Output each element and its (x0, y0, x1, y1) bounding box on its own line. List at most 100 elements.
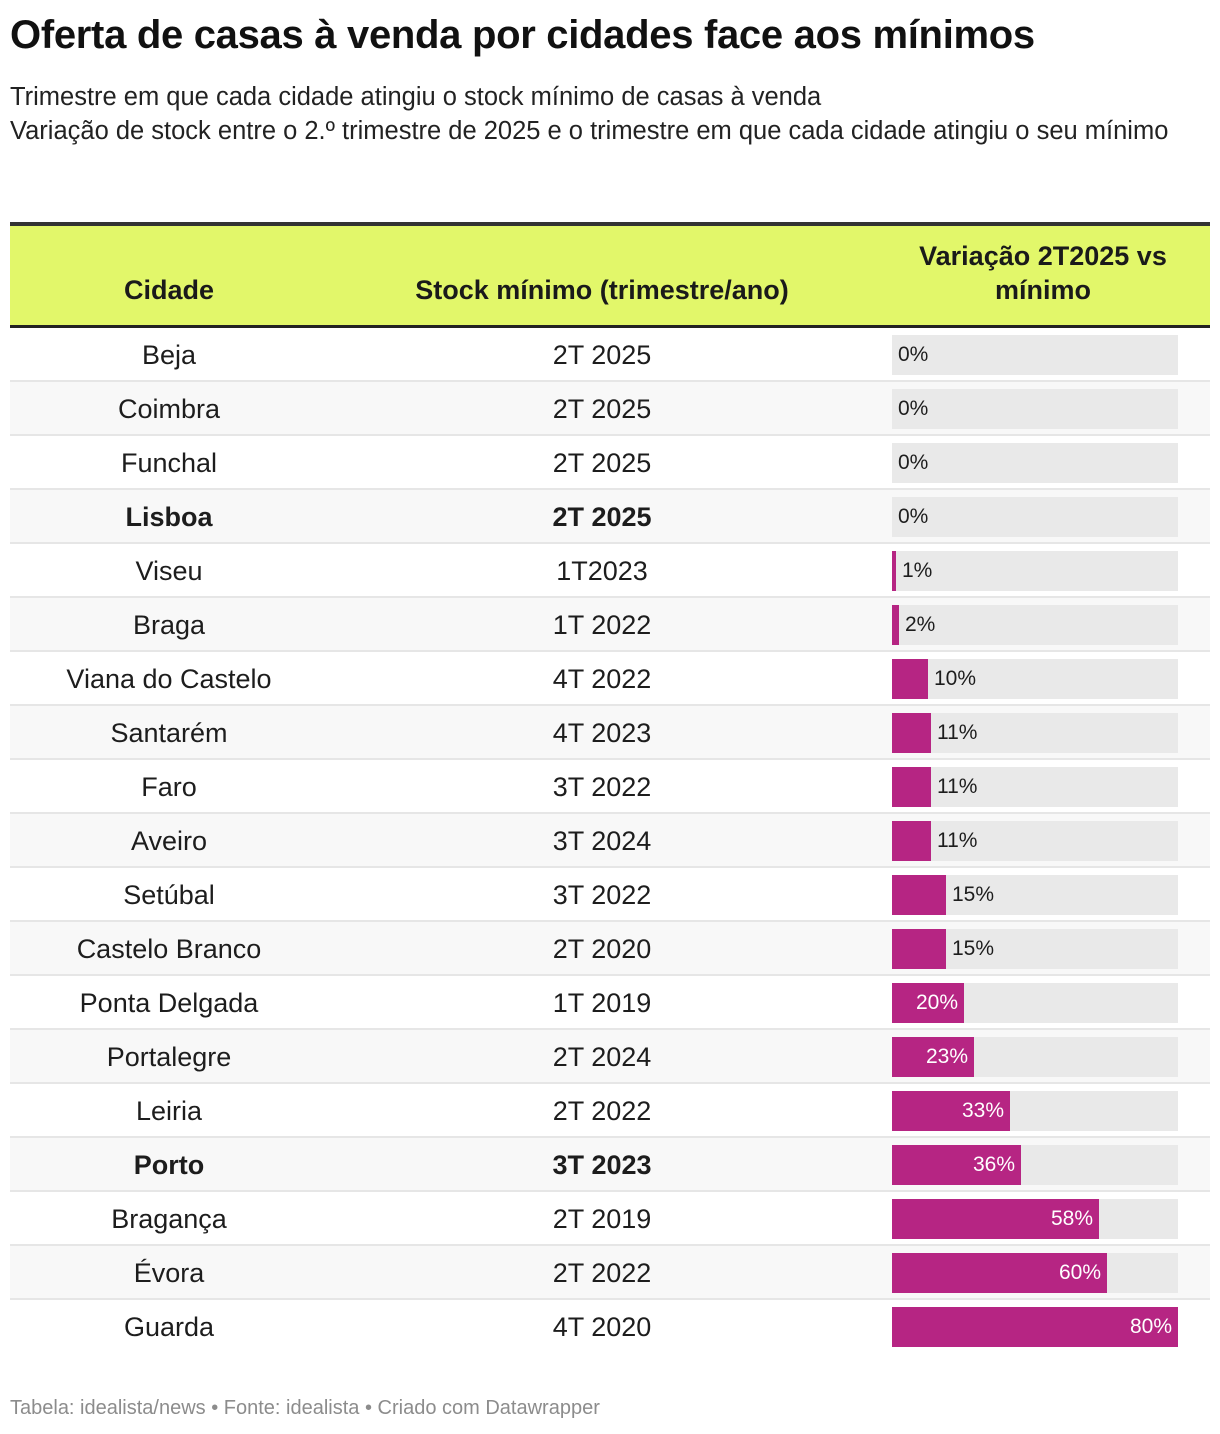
table-row: Porto 3T 2023 36% (10, 1138, 1210, 1192)
cell-cidade: Faro (141, 772, 197, 802)
table-row: Santarém 4T 2023 11% (10, 706, 1210, 760)
cell-cidade: Braga (132, 610, 206, 640)
bar-value-label: 0% (898, 505, 929, 528)
bar-track: 15% (892, 875, 1178, 915)
bar-value-label: 36% (972, 1153, 1015, 1176)
bar-track: 58% (892, 1199, 1178, 1239)
cell-cidade: Castelo Branco (76, 934, 262, 964)
cell-stock-minimo: 2T 2025 (552, 448, 652, 478)
header-cidade[interactable]: Cidade (123, 275, 215, 305)
bar-value-label: 33% (961, 1099, 1004, 1122)
bar-track: 36% (892, 1145, 1178, 1185)
bar-track: 10% (892, 659, 1178, 699)
cell-cidade: Lisboa (125, 502, 213, 532)
bar-fill (892, 713, 931, 753)
bar-track: 80% (892, 1307, 1178, 1347)
table-row: Braga 1T 2022 2% (10, 598, 1210, 652)
cell-stock-minimo: 4T 2023 (552, 718, 652, 748)
cell-cidade: Beja (141, 340, 197, 370)
bar-fill (892, 1037, 974, 1077)
bar-track: 11% (892, 767, 1178, 807)
cell-stock-minimo: 4T 2020 (552, 1312, 652, 1342)
bar-value-label: 10% (934, 667, 977, 690)
subtitle-line-2: Variação de stock entre o 2.º trimestre … (10, 117, 1169, 145)
cell-stock-minimo: 1T 2019 (552, 988, 652, 1018)
cell-stock-minimo: 2T 2025 (552, 502, 652, 532)
cell-stock-minimo: 3T 2022 (552, 880, 652, 910)
bar-value-label: 0% (898, 397, 929, 420)
bar-track: 0% (892, 443, 1178, 483)
bar-track: 11% (892, 713, 1178, 753)
table-row: Guarda 4T 2020 80% (10, 1300, 1210, 1354)
bar-value-label: 60% (1058, 1261, 1101, 1284)
cell-cidade: Guarda (123, 1312, 215, 1342)
table-row: Leiria 2T 2022 33% (10, 1084, 1210, 1138)
chart-title: Oferta de casas à venda por cidades face… (10, 13, 1035, 57)
table-row: Aveiro 3T 2024 11% (10, 814, 1210, 868)
header-variacao[interactable]: Variação 2T2025 vs mínimo (919, 241, 1167, 305)
bar-value-label: 58% (1050, 1207, 1093, 1230)
bar-track: 11% (892, 821, 1178, 861)
bar-value-label: 2% (905, 613, 936, 636)
table-row: Lisboa 2T 2025 0% (10, 490, 1210, 544)
table-row: Funchal 2T 2025 0% (10, 436, 1210, 490)
cell-stock-minimo: 3T 2022 (552, 772, 652, 802)
bar-fill (892, 821, 931, 861)
cell-stock-minimo: 2T 2024 (552, 1042, 652, 1072)
data-table: Cidade Stock mínimo (trimestre/ano) Vari… (10, 222, 1210, 1354)
bar-fill (892, 929, 946, 969)
cell-cidade: Viseu (135, 556, 203, 586)
cell-stock-minimo: 4T 2022 (552, 664, 652, 694)
cell-cidade: Santarém (110, 718, 228, 748)
bar-value-label: 0% (898, 451, 929, 474)
bar-value-label: 11% (937, 775, 978, 798)
table-row: Faro 3T 2022 11% (10, 760, 1210, 814)
bar-value-label: 0% (898, 343, 929, 366)
bar-track: 0% (892, 497, 1178, 537)
bar-fill (892, 659, 928, 699)
bar-fill (892, 1091, 1010, 1131)
cell-stock-minimo: 3T 2024 (552, 826, 652, 856)
header-stock-minimo[interactable]: Stock mínimo (trimestre/ano) (415, 275, 789, 305)
bar-fill (892, 875, 946, 915)
table-row: Castelo Branco 2T 2020 15% (10, 922, 1210, 976)
bar-value-label: 80% (1129, 1315, 1172, 1338)
bar-fill (892, 605, 899, 645)
cell-cidade: Coimbra (117, 394, 221, 424)
table-row: Beja 2T 2025 0% (10, 328, 1210, 382)
cell-stock-minimo: 2T 2025 (552, 394, 652, 424)
table-row: Setúbal 3T 2022 15% (10, 868, 1210, 922)
cell-cidade: Ponta Delgada (79, 988, 259, 1018)
table-row: Ponta Delgada 1T 2019 20% (10, 976, 1210, 1030)
subtitle-line-1: Trimestre em que cada cidade atingiu o s… (10, 83, 822, 111)
bar-value-label: 15% (952, 883, 995, 906)
bar-track: 0% (892, 335, 1178, 375)
table-row: Viseu 1T2023 1% (10, 544, 1210, 598)
bar-fill (892, 983, 964, 1023)
table-row: Évora 2T 2022 60% (10, 1246, 1210, 1300)
source-footer: Tabela: idealista/news • Fonte: idealist… (10, 1397, 600, 1419)
cell-stock-minimo: 1T 2022 (552, 610, 652, 640)
cell-stock-minimo: 2T 2025 (552, 340, 652, 370)
bar-value-label: 15% (952, 937, 995, 960)
bar-value-label: 20% (915, 991, 958, 1014)
cell-cidade: Aveiro (130, 826, 208, 856)
cell-stock-minimo: 2T 2022 (552, 1096, 652, 1126)
chart-subtitle: Trimestre em que cada cidade atingiu o s… (10, 80, 1205, 148)
cell-cidade: Funchal (120, 448, 218, 478)
cell-cidade: Porto (133, 1150, 205, 1180)
bar-value-label: 11% (937, 721, 978, 744)
cell-stock-minimo: 2T 2019 (552, 1204, 652, 1234)
bar-value-label: 23% (925, 1045, 968, 1068)
cell-stock-minimo: 3T 2023 (552, 1150, 652, 1180)
bar-fill (892, 767, 931, 807)
cell-cidade: Évora (133, 1258, 205, 1288)
cell-cidade: Viana do Castelo (66, 664, 272, 694)
bar-fill (892, 1145, 1021, 1185)
bar-track: 20% (892, 983, 1178, 1023)
cell-cidade: Portalegre (106, 1042, 232, 1072)
bar-track: 60% (892, 1253, 1178, 1293)
bar-fill (892, 1307, 1178, 1347)
bar-fill (892, 1199, 1099, 1239)
table-header: Cidade Stock mínimo (trimestre/ano) Vari… (10, 222, 1210, 328)
